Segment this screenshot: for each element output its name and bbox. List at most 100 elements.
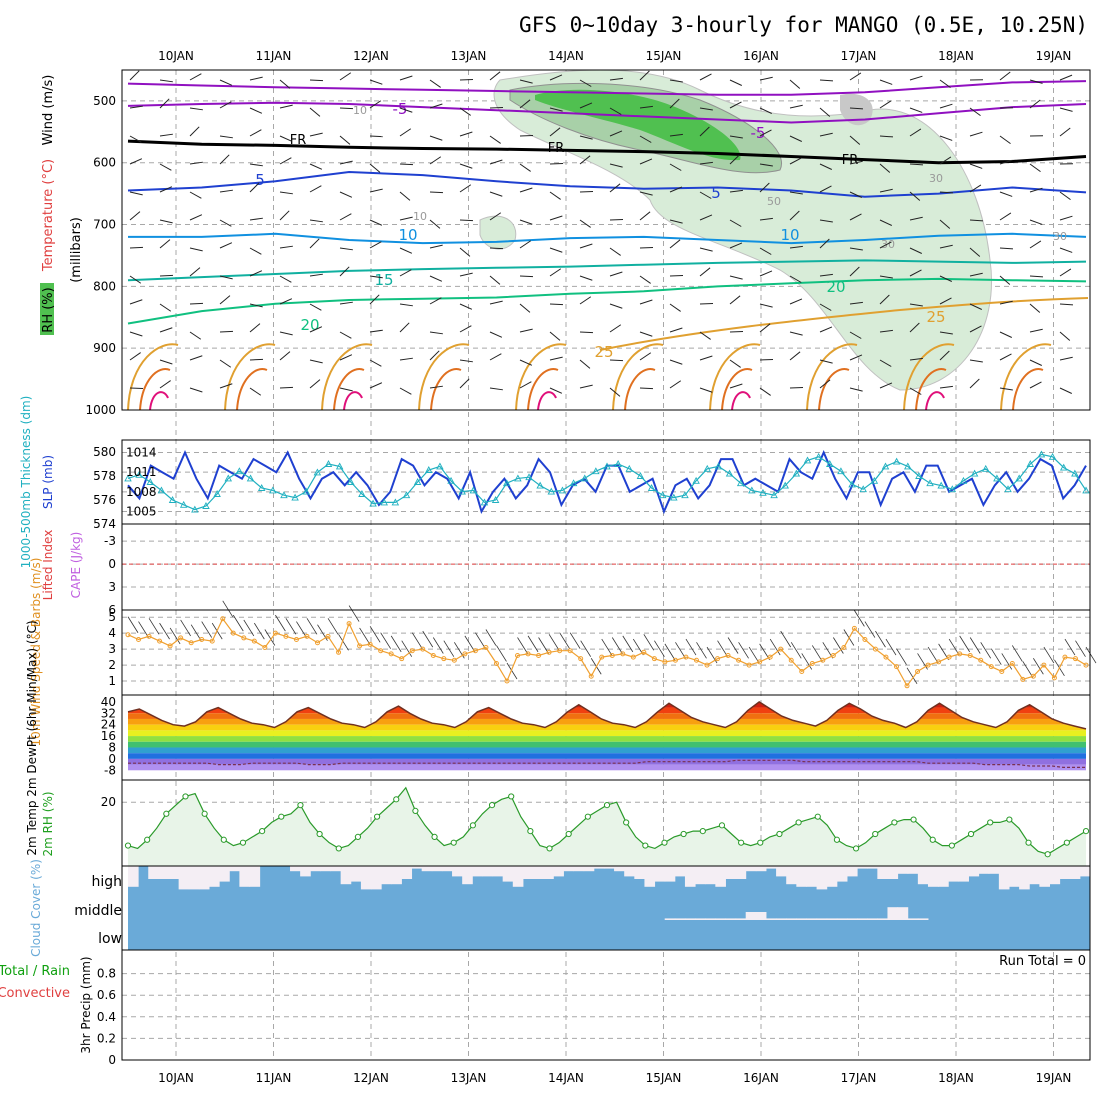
isotherm-label: 5: [255, 171, 265, 189]
rh2m-point: [604, 803, 609, 808]
slp-line: [128, 453, 1086, 512]
warm-contour-35: [538, 392, 556, 410]
wind-barb: [1060, 108, 1073, 111]
rh-contour-label: 50: [767, 195, 781, 208]
surface-wind-barb: [360, 628, 370, 644]
wind-barb: [730, 360, 741, 367]
thickness-tick-label: 578: [93, 469, 116, 483]
wind-barb: [280, 387, 293, 388]
wind-barb: [640, 353, 651, 360]
wind-barb: [670, 304, 681, 311]
wind-barb: [580, 332, 593, 333]
wind-barb: [610, 304, 622, 308]
wind-barb: [760, 388, 771, 395]
wind-barb: [340, 388, 353, 391]
wind-barb: [490, 354, 501, 360]
cloud-high-gap: [310, 866, 321, 871]
wind-barb: [970, 379, 979, 388]
wind-barb: [670, 240, 680, 248]
wind-barb: [430, 192, 443, 193]
cloud-middle-gap: [918, 918, 929, 920]
surface-wind-barb: [381, 633, 391, 649]
temp-color-band: [122, 696, 1090, 702]
rh2m-point: [413, 808, 418, 813]
wind-barb: [550, 332, 560, 340]
cloud-high-gap: [786, 866, 797, 884]
cloud-high-gap: [452, 866, 463, 876]
wind-barb: [610, 248, 621, 255]
surface-wind-barb: [1065, 639, 1075, 655]
surface-wind-barb: [349, 606, 359, 622]
thickness-tick-label: 574: [93, 517, 116, 531]
cloud-middle-gap: [756, 912, 767, 920]
cloud-high-gap: [817, 866, 828, 889]
cloud-high-gap: [574, 866, 585, 871]
cloud-middle-gap: [877, 918, 888, 920]
wind-barb: [670, 381, 681, 388]
surface-wind-barb: [991, 649, 1001, 665]
wind-barb: [520, 241, 531, 248]
rh2m-point: [796, 820, 801, 825]
cloud-middle-gap: [725, 918, 736, 920]
wind-barb: [640, 388, 653, 389]
wind-barb: [460, 185, 471, 192]
wind-barb: [1060, 269, 1071, 276]
wind-barb: [700, 74, 711, 80]
wind-tick-label: 2: [108, 658, 116, 672]
wind-barb: [490, 388, 503, 390]
cloud-high-gap: [675, 866, 686, 876]
date-label-top: 14JAN: [548, 49, 584, 63]
surface-wind-barb: [286, 618, 296, 634]
temp-color-band: [122, 713, 1090, 719]
wind-barb: [430, 136, 442, 140]
wind-barb: [370, 80, 382, 84]
cloud-high-gap: [331, 866, 342, 871]
wind-barb: [1000, 72, 1010, 80]
cloud-high-gap: [1060, 866, 1071, 879]
wind-barb: [400, 76, 412, 80]
wind-barb: [490, 72, 500, 80]
wind-barb: [1030, 382, 1041, 388]
temp-color-band: [122, 719, 1090, 725]
wind-barb: [730, 276, 743, 279]
cloud-high-gap: [169, 866, 180, 879]
freezing-level-label: FR: [548, 141, 565, 156]
rh2m-point: [892, 820, 897, 825]
wind-barb: [190, 108, 203, 110]
wind-barb: [280, 246, 293, 248]
rh2m-point: [240, 840, 245, 845]
cloud-middle-gap: [817, 918, 828, 920]
wind-barb: [400, 129, 411, 136]
wind-barb: [370, 383, 382, 388]
isotherm-label: -5: [393, 100, 408, 118]
rh2m-point: [489, 803, 494, 808]
cloud-high-gap: [391, 866, 402, 884]
rh2m-point: [470, 823, 475, 828]
cloud-middle-gap: [796, 918, 807, 920]
rh2m-point: [643, 843, 648, 848]
wind-barb: [460, 164, 472, 168]
rh2m-point: [547, 846, 552, 851]
temperature-2m-panel: [122, 696, 1090, 770]
cloud-high-gap: [847, 866, 858, 876]
cloud-high-gap: [756, 866, 767, 871]
wind-barb: [520, 382, 531, 388]
cloud-high-gap: [513, 866, 524, 887]
wind-barb: [580, 220, 591, 227]
pressure-tick-label: 600: [93, 156, 116, 170]
cloud-high-gap: [746, 866, 757, 871]
surface-wind-barb: [1012, 645, 1022, 661]
wind-barb: [340, 108, 353, 109]
cloud-high-gap: [614, 866, 625, 871]
wind-barb: [460, 220, 473, 221]
wind-barb: [1030, 276, 1043, 277]
wind-barb: [340, 136, 350, 144]
cloud-high-gap: [948, 866, 959, 882]
temp-color-band: [122, 730, 1090, 736]
date-label-bottom: 10JAN: [158, 1071, 194, 1085]
ylabel-thickness: 1000-500mb Thickness (dm): [19, 396, 33, 569]
pressure-tick-label: 500: [93, 94, 116, 108]
surface-wind-barb: [486, 630, 496, 646]
rh2m-point: [145, 837, 150, 842]
cloud-high-gap: [685, 866, 696, 887]
